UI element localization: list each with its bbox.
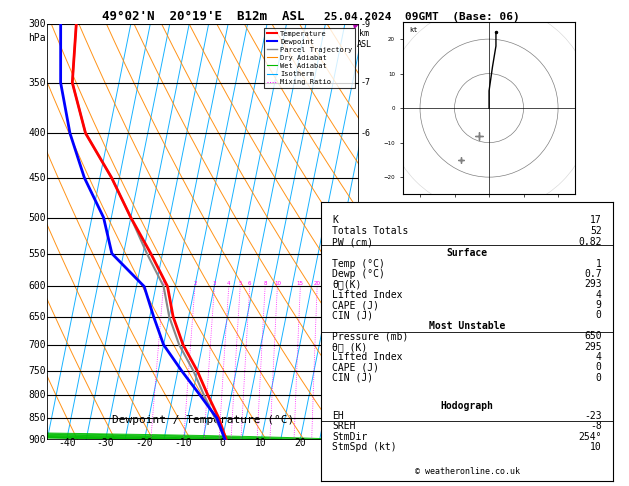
Text: 2: 2 — [193, 281, 197, 286]
Text: 0: 0 — [596, 363, 601, 372]
Text: -4: -4 — [360, 282, 370, 291]
Text: 6: 6 — [248, 281, 252, 286]
Text: 1: 1 — [162, 281, 165, 286]
Text: Temp (°C): Temp (°C) — [333, 259, 386, 269]
Text: Hodograph: Hodograph — [440, 400, 494, 411]
Text: 850: 850 — [28, 413, 46, 423]
Text: 1: 1 — [360, 433, 365, 442]
Text: -40: -40 — [58, 438, 75, 448]
Title: 49°02'N  20°19'E  B12m  ASL: 49°02'N 20°19'E B12m ASL — [102, 10, 304, 23]
Text: -5: -5 — [360, 213, 370, 222]
Text: kt: kt — [409, 27, 418, 33]
Text: 4: 4 — [227, 281, 231, 286]
Text: Totals Totals: Totals Totals — [333, 226, 409, 236]
Text: -20: -20 — [136, 438, 153, 448]
Text: 600: 600 — [28, 281, 46, 292]
Text: LCL: LCL — [362, 434, 375, 441]
Text: 8: 8 — [264, 281, 267, 286]
Text: θᴇ(K): θᴇ(K) — [333, 279, 362, 289]
Text: Mixing Ratio (g/kg): Mixing Ratio (g/kg) — [368, 230, 377, 317]
Text: StmDir: StmDir — [333, 432, 368, 442]
Text: Dewp (°C): Dewp (°C) — [333, 269, 386, 279]
Text: 295: 295 — [584, 342, 601, 352]
Text: 10: 10 — [255, 438, 267, 448]
Text: 4: 4 — [596, 290, 601, 300]
Text: 750: 750 — [28, 366, 46, 376]
Text: 25.04.2024  09GMT  (Base: 06): 25.04.2024 09GMT (Base: 06) — [324, 12, 520, 22]
Text: 0: 0 — [596, 311, 601, 320]
Text: 400: 400 — [28, 128, 46, 138]
Text: K: K — [333, 215, 338, 225]
Text: 254°: 254° — [578, 432, 601, 442]
Text: SREH: SREH — [333, 421, 356, 432]
Text: 20: 20 — [294, 438, 306, 448]
Text: 30: 30 — [333, 438, 345, 448]
Legend: Temperature, Dewpoint, Parcel Trajectory, Dry Adiabat, Wet Adiabat, Isotherm, Mi: Temperature, Dewpoint, Parcel Trajectory… — [264, 28, 355, 88]
Text: 25: 25 — [327, 281, 334, 286]
Text: 3: 3 — [213, 281, 216, 286]
Text: 0: 0 — [220, 438, 225, 448]
Text: 4: 4 — [596, 352, 601, 362]
Text: Pressure (mb): Pressure (mb) — [333, 331, 409, 341]
Text: 10: 10 — [274, 281, 281, 286]
Text: -8: -8 — [590, 421, 601, 432]
Text: -1: -1 — [360, 414, 370, 423]
Text: Surface: Surface — [447, 248, 487, 259]
Text: 293: 293 — [584, 279, 601, 289]
Text: -9: -9 — [360, 20, 370, 29]
Text: CIN (J): CIN (J) — [333, 311, 374, 320]
Text: 900: 900 — [28, 435, 46, 445]
Text: 9: 9 — [596, 300, 601, 310]
Text: PW (cm): PW (cm) — [333, 237, 374, 247]
Text: CIN (J): CIN (J) — [333, 373, 374, 383]
Text: CAPE (J): CAPE (J) — [333, 300, 379, 310]
Text: Lifted Index: Lifted Index — [333, 352, 403, 362]
Text: 800: 800 — [28, 390, 46, 400]
Text: 0: 0 — [596, 373, 601, 383]
Text: 700: 700 — [28, 340, 46, 350]
Text: 0.7: 0.7 — [584, 269, 601, 279]
Text: hPa: hPa — [28, 33, 46, 43]
Text: 650: 650 — [28, 312, 46, 322]
Text: θᴇ (K): θᴇ (K) — [333, 342, 368, 352]
Text: 20: 20 — [314, 281, 321, 286]
Text: 550: 550 — [28, 248, 46, 259]
Text: 450: 450 — [28, 173, 46, 183]
Text: -2: -2 — [360, 391, 370, 400]
Text: km
ASL: km ASL — [357, 29, 372, 49]
Text: Lifted Index: Lifted Index — [333, 290, 403, 300]
Text: -3: -3 — [360, 340, 370, 349]
Text: Most Unstable: Most Unstable — [429, 321, 505, 331]
Text: 500: 500 — [28, 212, 46, 223]
Text: StmSpd (kt): StmSpd (kt) — [333, 442, 397, 452]
Text: 17: 17 — [590, 215, 601, 225]
Text: 650: 650 — [584, 331, 601, 341]
Text: © weatheronline.co.uk: © weatheronline.co.uk — [415, 467, 520, 476]
Text: 52: 52 — [590, 226, 601, 236]
Text: -7: -7 — [360, 78, 370, 87]
Text: -23: -23 — [584, 411, 601, 421]
Text: CAPE (J): CAPE (J) — [333, 363, 379, 372]
Text: 0.82: 0.82 — [578, 237, 601, 247]
Text: -10: -10 — [175, 438, 192, 448]
Text: -30: -30 — [97, 438, 114, 448]
Text: -6: -6 — [360, 129, 370, 138]
Text: 5: 5 — [238, 281, 242, 286]
Text: Dewpoint / Temperature (°C): Dewpoint / Temperature (°C) — [112, 415, 294, 425]
Text: 300: 300 — [28, 19, 46, 29]
Text: EH: EH — [333, 411, 344, 421]
Text: 1: 1 — [596, 259, 601, 269]
Text: 15: 15 — [297, 281, 304, 286]
Text: 10: 10 — [590, 442, 601, 452]
Text: 350: 350 — [28, 78, 46, 87]
